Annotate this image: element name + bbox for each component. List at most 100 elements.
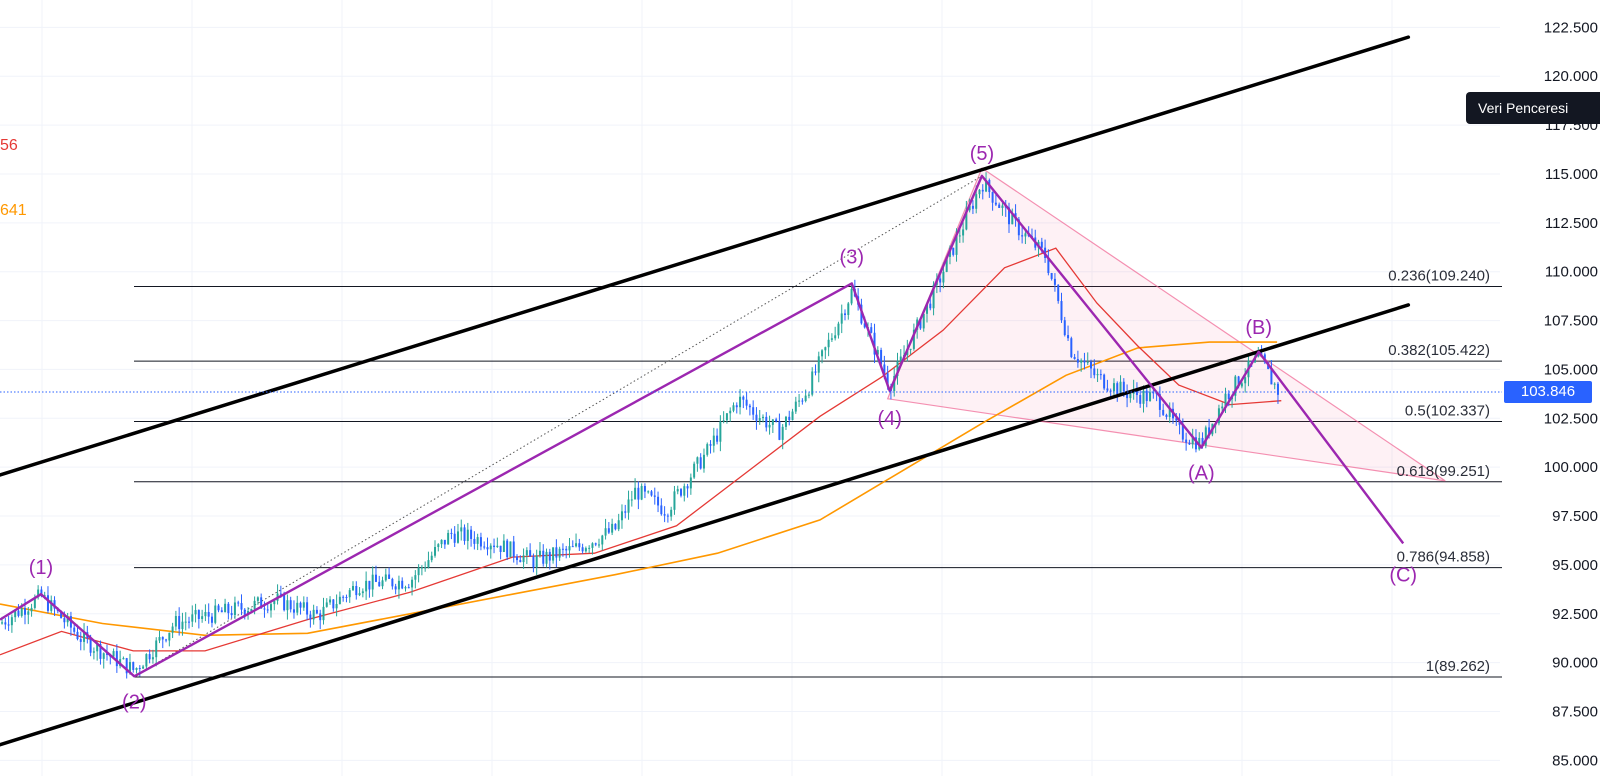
candle-body — [942, 271, 945, 283]
candle-body — [1076, 359, 1079, 363]
candle-body — [76, 631, 79, 640]
fib-level-label: 0.5(102.337) — [1405, 402, 1490, 419]
candle-body — [96, 644, 99, 652]
candle-body — [312, 609, 315, 620]
candle-body — [102, 653, 105, 659]
candle-body — [529, 550, 532, 557]
candle-body — [194, 610, 197, 615]
candle-body — [643, 486, 646, 492]
candle-body — [145, 654, 148, 667]
candle-body — [981, 189, 984, 192]
candle-body — [1185, 439, 1188, 443]
candle-body — [30, 607, 33, 612]
candle-body — [1070, 338, 1073, 358]
candle-body — [1122, 381, 1125, 392]
candle-body — [893, 376, 896, 391]
y-axis-tick-label: 87.500 — [1552, 703, 1598, 720]
candle-body — [676, 489, 679, 492]
price-axis[interactable]: 122.500120.000117.500115.000112.500110.0… — [1544, 19, 1598, 769]
candle-body — [401, 580, 404, 589]
candle-body — [899, 356, 902, 362]
candle-body — [1227, 393, 1230, 400]
candle-body — [1204, 427, 1207, 446]
candle-body — [637, 487, 640, 500]
candle-body — [830, 338, 833, 340]
candle-body — [998, 204, 1001, 208]
candle-body — [689, 477, 692, 489]
candle-body — [434, 546, 437, 556]
candle-body — [784, 416, 787, 427]
candle-body — [443, 539, 446, 545]
candle-body — [837, 323, 840, 336]
candle-body — [233, 602, 236, 616]
candle-body — [489, 545, 492, 550]
candle-body — [1001, 205, 1004, 208]
candle-body — [315, 609, 318, 614]
candle-body — [509, 541, 512, 558]
candle-body — [1158, 394, 1161, 410]
candle-body — [863, 323, 866, 328]
candle-body — [512, 541, 515, 557]
candle-body — [614, 523, 617, 530]
triangle-shape — [886, 167, 1446, 482]
candle-body — [224, 603, 227, 613]
candle-body — [844, 313, 847, 316]
candle-body — [601, 535, 604, 545]
candle-body — [128, 662, 131, 674]
candle-body — [952, 247, 955, 255]
candle-body — [352, 585, 355, 591]
candle-body — [647, 491, 650, 493]
wave-label: (3) — [840, 246, 864, 268]
wave-label: (C) — [1389, 564, 1417, 586]
candle-body — [384, 574, 387, 581]
candle-body — [807, 394, 810, 396]
candle-body — [535, 555, 538, 568]
candle-body — [456, 531, 459, 543]
candle-body — [470, 529, 473, 539]
candle-body — [1201, 437, 1204, 446]
candle-body — [89, 638, 92, 653]
candle-body — [1270, 368, 1273, 385]
candle-body — [912, 329, 915, 349]
channel-upper-line — [0, 35, 1411, 477]
candle-body — [1276, 383, 1279, 395]
y-axis-tick-label: 112.500 — [1545, 215, 1598, 232]
candle-body — [33, 597, 36, 608]
candle-body — [279, 593, 282, 595]
candle-body — [1149, 392, 1152, 402]
candle-body — [243, 609, 246, 615]
y-axis-tick-label: 110.000 — [1545, 264, 1598, 281]
fib-level-label: 0.382(105.422) — [1388, 342, 1490, 359]
candle-body — [1191, 437, 1194, 445]
candle-body — [1135, 389, 1138, 396]
candle-body — [870, 327, 873, 333]
candle-body — [571, 546, 574, 548]
wave-label: (2) — [122, 691, 146, 713]
candle-body — [1240, 383, 1243, 387]
candle-body — [227, 603, 230, 614]
candle-body — [286, 600, 289, 611]
candle-body — [463, 527, 466, 541]
candle-body — [407, 587, 410, 589]
candle-body — [909, 348, 912, 350]
candle-body — [945, 256, 948, 272]
candle-body — [466, 529, 469, 541]
candle-body — [693, 463, 696, 478]
candle-body — [611, 523, 614, 533]
candle-body — [10, 617, 13, 626]
candle-body — [929, 303, 932, 309]
candle-body — [302, 602, 305, 608]
trend-channel — [0, 35, 1411, 747]
candle-body — [1053, 278, 1056, 285]
candle-body — [181, 621, 184, 630]
candle-body — [1126, 391, 1129, 399]
candle-body — [4, 622, 7, 625]
candle-body — [319, 613, 322, 621]
indicator-value-slow: 641 — [0, 202, 27, 219]
candle-body — [417, 567, 420, 576]
candle-body — [791, 411, 794, 421]
wave-label: (4) — [877, 408, 901, 430]
candle-body — [499, 545, 502, 552]
